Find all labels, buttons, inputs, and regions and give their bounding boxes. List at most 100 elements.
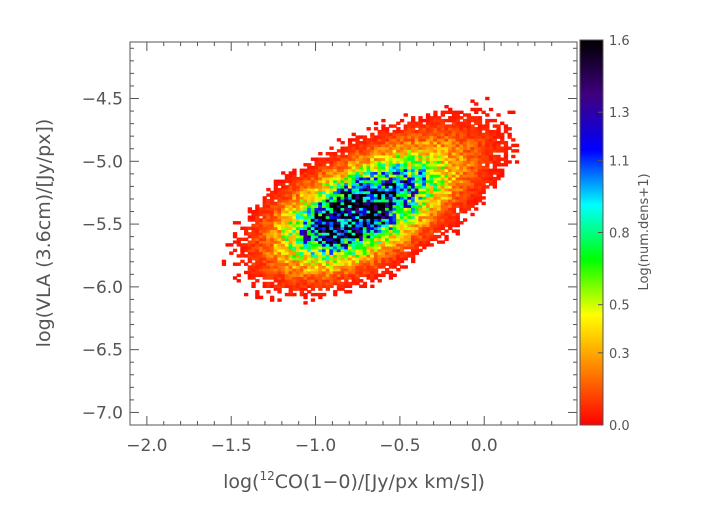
density-cell [399,221,405,225]
density-cell [329,196,334,200]
density-cell [429,182,434,186]
density-cell [411,121,416,125]
density-cell [359,190,364,195]
density-cell [399,196,405,200]
density-cell [463,146,468,150]
density-cell [333,152,338,156]
density-cell [299,201,304,206]
density-cell [425,176,431,181]
density-cell [481,132,486,137]
density-cell [388,160,394,164]
density-cell [425,179,431,183]
density-cell [347,234,353,239]
density-cell [385,245,390,250]
density-cell [340,146,345,150]
density-cell [451,168,457,172]
density-cell [411,229,416,233]
density-cell [377,240,382,244]
density-cell [373,143,379,148]
density-cell [440,149,445,153]
density-cell [403,160,408,164]
density-cell [359,193,364,197]
density-cell [414,163,419,167]
density-cell [288,243,293,247]
density-cell [396,229,401,233]
density-cell [370,257,375,261]
density-cell [362,265,368,269]
density-cell [284,276,290,280]
density-cell [366,168,371,172]
density-cell [284,201,290,206]
density-cell [425,243,431,247]
density-cell [277,223,282,228]
density-cell [299,204,304,208]
density-cell [347,273,353,277]
density-cell [414,143,419,148]
density-cell [258,226,264,230]
density-cell [359,160,364,164]
density-cell [370,204,375,208]
density-cell [277,193,282,197]
density-cell [336,201,342,206]
density-cell [247,240,252,244]
density-cell [340,229,345,233]
density-cell [448,152,453,156]
density-cell [318,232,323,236]
density-cell [318,168,323,172]
density-cell [247,234,252,239]
density-cell [399,160,405,164]
density-cell [403,196,408,200]
density-cell [284,174,290,178]
density-cell [466,174,471,178]
density-cell [266,229,271,233]
density-cell [388,226,394,230]
density-cell [407,237,412,241]
density-cell [418,154,423,159]
x-axis-title-superscript: 12 [259,469,274,483]
density-cell [429,218,434,222]
density-cell [370,251,375,255]
density-cell [474,168,479,172]
density-cell [307,281,312,286]
density-cell [373,243,379,247]
density-cell [444,210,449,214]
density-cell [425,182,431,186]
density-cell [255,268,260,272]
density-cell [296,262,301,266]
density-cell [333,154,338,159]
density-cell [425,141,431,145]
density-cell [370,243,375,247]
density-cell [333,187,338,192]
density-cell [299,240,304,244]
density-cell [381,215,386,219]
density-cell [429,129,434,134]
density-cell [403,143,408,148]
density-cell [258,248,264,253]
density-cell [485,165,490,170]
density-cell [299,226,304,230]
density-cell [425,171,431,175]
density-cell [448,174,453,178]
density-cell [381,141,386,145]
density-cell [463,171,468,175]
density-cell [266,221,271,225]
density-cell [359,232,364,236]
density-cell [329,201,334,206]
density-cell [377,273,382,277]
density-cell [407,157,412,161]
density-cell [314,232,319,236]
density-cell [370,182,375,186]
density-cell [414,168,419,172]
density-cell [418,243,423,247]
density-cell [347,284,353,288]
density-cell [344,229,349,233]
density-cell [370,262,375,266]
density-cell [381,207,386,211]
density-cell [429,207,434,211]
density-cell [440,190,445,195]
density-cell [307,182,312,186]
density-cell [255,257,260,261]
density-cell [385,221,390,225]
density-cell [244,262,249,266]
density-cell [407,149,412,153]
